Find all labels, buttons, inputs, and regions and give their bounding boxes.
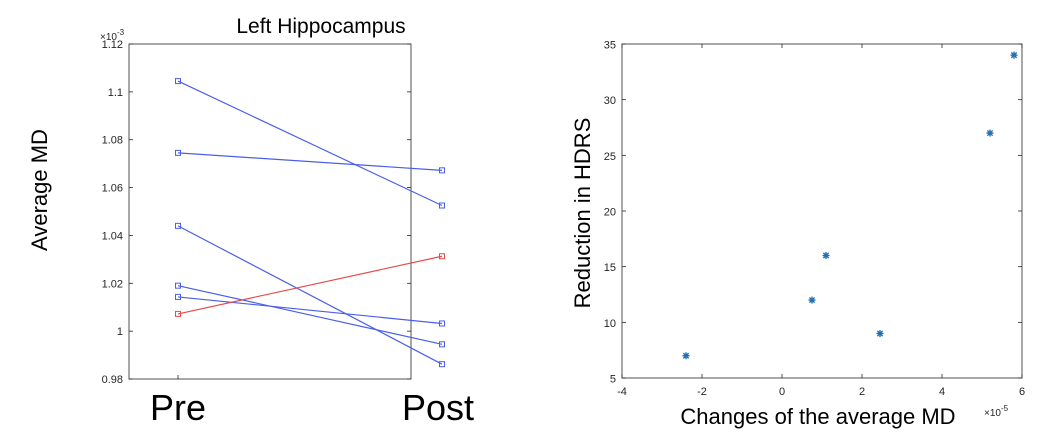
left-plot-area bbox=[128, 43, 412, 380]
scatter-point bbox=[682, 352, 690, 360]
left-y-axis-label: Average MD bbox=[27, 129, 52, 251]
scatter-point bbox=[1010, 51, 1018, 59]
right-y-axis-label: Reduction in HDRS bbox=[570, 118, 595, 309]
right-y-tick-label: 30 bbox=[604, 95, 616, 107]
left-series-marker bbox=[439, 361, 445, 368]
left-series bbox=[175, 78, 445, 368]
left-y-exponent-power: -3 bbox=[117, 28, 125, 37]
left-series-line bbox=[175, 78, 445, 209]
left-chart-title: Left Hippocampus bbox=[236, 15, 405, 38]
left-series-marker bbox=[439, 320, 445, 327]
left-y-tick-label: 1.12 bbox=[102, 39, 123, 51]
right-x-ticks: -4 -2 0 2 4 6 bbox=[617, 44, 1025, 398]
left-series-marker bbox=[439, 253, 445, 260]
left-y-tick-label: 0.98 bbox=[102, 374, 123, 386]
left-series-marker bbox=[175, 293, 181, 300]
left-y-ticks: 0.98 1 1.02 1.04 1.06 1.08 1.1 1.12 bbox=[102, 39, 411, 386]
right-x-exponent-base: ×10 bbox=[984, 408, 1001, 419]
right-x-tick-label: 4 bbox=[939, 386, 945, 398]
left-series-marker bbox=[439, 202, 445, 209]
right-x-exponent: ×10-5 bbox=[984, 404, 1009, 419]
right-plot-area bbox=[621, 43, 1023, 379]
left-series-segment bbox=[177, 152, 443, 171]
left-x-tick-label: Pre bbox=[150, 387, 206, 428]
left-series-segment bbox=[177, 296, 443, 325]
scatter-point bbox=[876, 329, 884, 337]
left-y-tick-label: 1.08 bbox=[102, 135, 123, 147]
left-series-marker bbox=[175, 222, 181, 229]
left-series-line bbox=[175, 293, 445, 327]
left-y-tick-label: 1.04 bbox=[102, 230, 123, 242]
right-y-tick-label: 5 bbox=[610, 374, 616, 386]
scatter-point bbox=[986, 129, 994, 137]
left-series-line bbox=[175, 222, 445, 368]
right-x-axis-label: Changes of the average MD bbox=[680, 404, 955, 429]
right-y-tick-label: 35 bbox=[604, 40, 616, 52]
right-points bbox=[682, 51, 1018, 360]
scatter-point bbox=[808, 296, 816, 304]
left-chart: Left Hippocampus Average MD ×10-3 0.98 1 1… bbox=[27, 15, 474, 428]
right-x-exponent-power: -5 bbox=[1001, 404, 1009, 413]
left-series-line bbox=[175, 149, 445, 174]
left-y-tick-label: 1.06 bbox=[102, 183, 123, 195]
left-y-exponent: ×10-3 bbox=[100, 28, 125, 43]
left-series-segment bbox=[177, 225, 443, 365]
right-y-ticks: 5 10 15 20 25 30 35 bbox=[604, 40, 1022, 386]
left-y-tick-label: 1.1 bbox=[108, 87, 123, 99]
right-x-tick-label: -4 bbox=[617, 386, 627, 398]
right-chart: Reduction in HDRS Changes of the average… bbox=[570, 40, 1025, 430]
left-y-tick-label: 1 bbox=[117, 326, 123, 338]
right-x-tick-label: -2 bbox=[697, 386, 707, 398]
left-series-segment bbox=[177, 80, 443, 207]
left-series-line bbox=[175, 253, 445, 317]
left-y-tick-label: 1.02 bbox=[102, 278, 123, 290]
scatter-point bbox=[822, 252, 830, 260]
right-x-tick-label: 2 bbox=[859, 386, 865, 398]
right-x-tick-label: 6 bbox=[1019, 386, 1025, 398]
left-series-marker bbox=[175, 78, 181, 85]
right-x-tick-label: 0 bbox=[779, 386, 785, 398]
right-y-tick-label: 20 bbox=[604, 207, 616, 219]
left-series-line bbox=[175, 282, 445, 348]
right-y-tick-label: 15 bbox=[604, 262, 616, 274]
left-series-segment bbox=[177, 255, 443, 315]
right-y-tick-label: 10 bbox=[604, 318, 616, 330]
left-series-marker bbox=[439, 341, 445, 348]
left-series-marker bbox=[175, 310, 181, 317]
left-x-tick-label: Post bbox=[402, 387, 474, 428]
right-y-tick-label: 25 bbox=[604, 151, 616, 163]
left-series-segment bbox=[177, 285, 443, 345]
left-series-marker bbox=[439, 167, 445, 174]
left-series-marker bbox=[175, 282, 181, 289]
left-series-marker bbox=[175, 149, 181, 156]
left-y-exponent-base: ×10 bbox=[100, 32, 117, 43]
left-x-ticks: Pre Post bbox=[150, 375, 474, 428]
